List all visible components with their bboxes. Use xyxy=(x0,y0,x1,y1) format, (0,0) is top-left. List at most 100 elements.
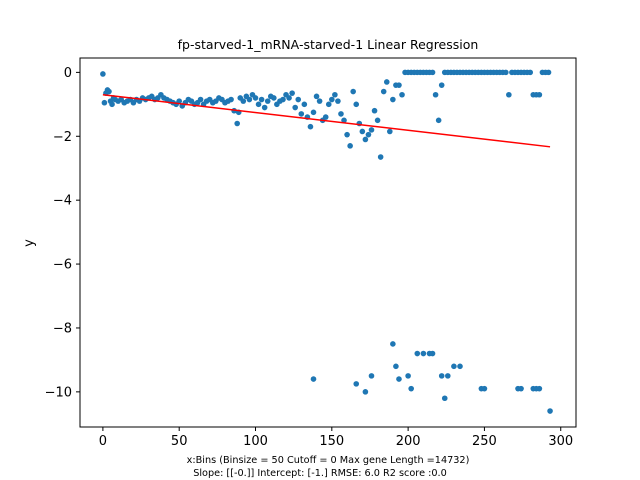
data-point xyxy=(390,341,396,347)
data-point xyxy=(322,114,329,120)
data-point xyxy=(234,120,240,127)
data-point xyxy=(261,104,268,111)
data-point xyxy=(506,91,512,98)
data-point xyxy=(295,96,302,103)
chart-title: fp-starved-1_mRNA-starved-1 Linear Regre… xyxy=(178,37,479,52)
data-point xyxy=(432,91,439,98)
data-point xyxy=(329,96,335,103)
data-point xyxy=(377,154,384,160)
data-point xyxy=(408,385,414,392)
data-point xyxy=(246,96,253,103)
data-point xyxy=(313,93,320,100)
data-point xyxy=(383,79,390,85)
data-point xyxy=(405,373,411,379)
data-point xyxy=(298,111,305,117)
data-point xyxy=(365,131,372,138)
data-point xyxy=(335,98,341,104)
plot-area-frame xyxy=(79,57,577,428)
x-tick-label: 200 xyxy=(396,434,421,449)
data-point xyxy=(106,88,112,95)
data-point xyxy=(393,363,399,370)
data-point xyxy=(101,99,108,106)
data-point xyxy=(109,101,115,108)
data-point xyxy=(414,350,421,357)
x-axis-label-line-2: Slope: [[-0.]] Intercept: [-1.] RMSE: 6.… xyxy=(193,468,447,479)
data-point xyxy=(228,96,234,103)
data-point xyxy=(362,389,369,395)
y-tick-label: −6 xyxy=(53,258,72,273)
data-point xyxy=(347,143,353,149)
y-tick-label: −2 xyxy=(53,130,72,145)
data-point xyxy=(344,131,350,138)
data-point xyxy=(420,350,427,357)
data-point xyxy=(258,96,265,103)
data-point xyxy=(396,376,402,382)
data-point xyxy=(368,373,375,379)
data-point xyxy=(197,96,204,103)
data-point xyxy=(353,381,360,387)
data-point xyxy=(316,98,323,104)
data-point xyxy=(445,373,451,379)
data-point xyxy=(368,127,375,133)
y-axis-label: y xyxy=(22,239,37,247)
data-point xyxy=(435,117,442,124)
data-point xyxy=(286,95,292,101)
data-point xyxy=(280,96,286,103)
data-point xyxy=(252,95,259,101)
data-point xyxy=(536,91,543,98)
data-point xyxy=(100,71,106,77)
data-point xyxy=(399,91,405,98)
data-point xyxy=(310,109,317,116)
data-point xyxy=(255,101,262,108)
y-axis-ticks: 0 −2 −4 −6 −8 −10 xyxy=(45,66,80,400)
data-point xyxy=(527,69,534,76)
x-tick-label: 100 xyxy=(243,434,268,449)
x-axis-ticks: 0 50 100 150 200 250 300 xyxy=(99,427,573,449)
data-point xyxy=(387,128,393,135)
data-point xyxy=(396,82,402,88)
data-point xyxy=(264,98,271,104)
x-axis-label-line-1: x:Bins (Binsize = 50 Cutoff = 0 Max gene… xyxy=(187,455,470,466)
data-point xyxy=(240,98,247,104)
data-point xyxy=(176,98,182,104)
data-point xyxy=(341,117,347,124)
y-tick-label: −10 xyxy=(45,385,72,400)
data-point xyxy=(289,90,295,96)
data-point xyxy=(429,350,436,357)
data-point xyxy=(547,408,553,414)
x-tick-label: 150 xyxy=(319,434,344,449)
data-point xyxy=(441,395,448,402)
data-point xyxy=(301,101,308,108)
data-point xyxy=(545,69,552,76)
regression-line xyxy=(102,93,551,148)
data-point xyxy=(374,117,381,124)
data-point xyxy=(481,385,488,392)
y-tick-label: −4 xyxy=(53,194,72,209)
data-point xyxy=(292,104,298,111)
regression-line-group xyxy=(102,93,551,148)
data-point xyxy=(438,82,445,88)
data-point xyxy=(429,69,436,76)
data-point xyxy=(325,101,332,108)
data-point xyxy=(438,373,445,379)
data-point xyxy=(310,376,317,382)
data-point xyxy=(307,123,314,130)
data-point xyxy=(380,88,387,95)
data-point xyxy=(536,385,543,392)
data-point xyxy=(353,101,360,108)
x-tick-label: 250 xyxy=(472,434,497,449)
x-tick-label: 300 xyxy=(548,434,573,449)
data-point xyxy=(359,128,366,135)
data-point xyxy=(503,69,509,76)
x-tick-label: 0 xyxy=(99,434,107,449)
data-point xyxy=(362,136,369,143)
data-point xyxy=(451,363,457,370)
data-point xyxy=(271,95,277,101)
data-point xyxy=(350,88,356,95)
data-point xyxy=(371,107,378,114)
x-tick-label: 50 xyxy=(171,434,188,449)
y-tick-label: 0 xyxy=(64,66,72,81)
data-point xyxy=(518,385,524,392)
y-tick-label: −8 xyxy=(53,321,72,336)
